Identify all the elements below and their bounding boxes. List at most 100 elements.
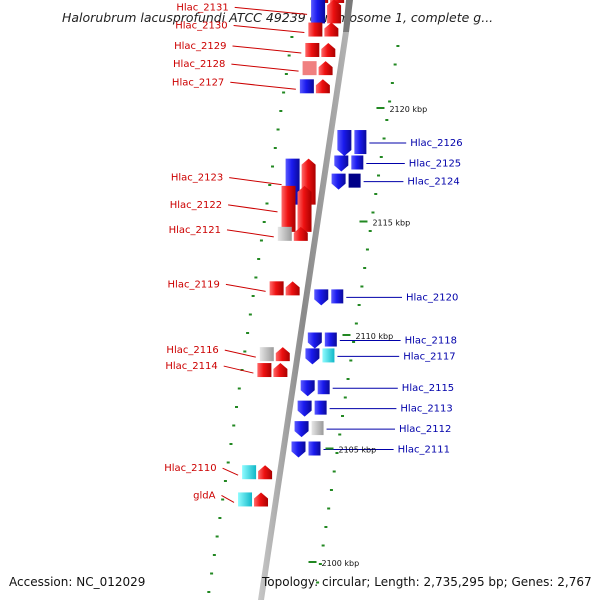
kbp-label: 2105 kbp	[339, 446, 377, 455]
gene-feature[interactable]	[311, 0, 326, 24]
gene-arrow[interactable]	[314, 289, 329, 306]
scale-tick-dot	[393, 63, 397, 66]
gene-label-reverse[interactable]: Hlac_2121	[169, 225, 221, 236]
gene-label-forward[interactable]: Hlac_2125	[409, 158, 461, 169]
gene-label-reverse[interactable]: Hlac_2122	[170, 200, 222, 211]
gene-feature[interactable]	[242, 465, 257, 480]
scale-tick-dot	[396, 45, 400, 47]
scale-tick-dot	[371, 211, 375, 214]
gene-features	[238, 0, 367, 507]
gene-label-forward[interactable]: Hlac_2115	[402, 383, 454, 394]
gene-arrow[interactable]	[275, 347, 290, 362]
scale-tick-dot	[349, 359, 353, 362]
gene-feature[interactable]	[351, 155, 364, 170]
gene-feature[interactable]	[308, 22, 323, 37]
forward-gene-labels: Hlac_2142Hlac_2140Hlac_2139Hlac_2138Hlac…	[398, 138, 463, 456]
gene-arrow[interactable]	[294, 421, 309, 438]
callout-line	[229, 177, 282, 186]
gene-arrow[interactable]	[331, 173, 346, 190]
gene-arrow[interactable]	[297, 185, 312, 232]
gene-arrow[interactable]	[305, 348, 320, 365]
gene-label-forward[interactable]: Hlac_2118	[405, 336, 457, 347]
gene-label-reverse[interactable]: Hlac_2127	[172, 77, 224, 88]
callout-line	[224, 349, 256, 358]
gene-label-reverse[interactable]: Hlac_2119	[168, 279, 220, 290]
gene-label-reverse[interactable]: gldA	[193, 490, 215, 501]
gene-arrow[interactable]	[318, 61, 333, 76]
gene-arrow[interactable]	[324, 22, 339, 37]
gene-feature[interactable]	[302, 61, 317, 76]
callout-line	[232, 45, 302, 54]
kbp-tick	[376, 107, 385, 109]
gene-feature[interactable]	[348, 173, 361, 188]
kbp-label: 2100 kbp	[322, 559, 360, 568]
scale-tick-dot	[273, 147, 277, 149]
scale-tick-dot	[329, 489, 333, 491]
scale-tick-dot	[229, 443, 233, 445]
gene-label-forward[interactable]: Hlac_2112	[399, 424, 451, 435]
kbp-tick	[342, 334, 351, 336]
scale-tick-dot	[321, 544, 325, 547]
gene-feature[interactable]	[317, 380, 330, 395]
gene-arrow[interactable]	[297, 400, 312, 417]
gene-label-forward[interactable]: Hlac_2120	[406, 292, 458, 303]
scale-tick-dot	[259, 239, 263, 242]
gene-arrow[interactable]	[321, 42, 336, 57]
gene-label-reverse[interactable]: Hlac_2130	[175, 21, 227, 32]
gene-feature[interactable]	[257, 363, 272, 378]
scale-tick-dot	[360, 285, 364, 288]
gene-feature[interactable]	[322, 348, 335, 363]
gene-feature[interactable]	[324, 332, 337, 347]
kbp-label: 2125 kbp	[406, 0, 444, 1]
gene-feature[interactable]	[354, 130, 367, 155]
gene-feature[interactable]	[311, 421, 324, 436]
gene-feature[interactable]	[259, 347, 274, 362]
scale-tick-dot	[235, 406, 239, 408]
gene-label-reverse[interactable]: Hlac_2123	[171, 173, 223, 184]
gene-feature[interactable]	[305, 42, 320, 57]
gene-arrow[interactable]	[285, 281, 300, 296]
gene-arrow[interactable]	[334, 155, 349, 172]
gene-arrow[interactable]	[293, 226, 308, 241]
gene-label-forward[interactable]: Hlac_2124	[407, 177, 459, 188]
gene-label-reverse[interactable]: Hlac_2131	[176, 2, 228, 13]
gene-label-forward[interactable]: Hlac_2111	[398, 445, 450, 456]
scale-tick-dot	[210, 572, 214, 575]
gene-label-reverse[interactable]: Hlac_2116	[166, 345, 218, 356]
gene-feature[interactable]	[331, 289, 344, 304]
kbp-label: 2110 kbp	[355, 332, 393, 341]
gene-label-forward[interactable]: Hlac_2117	[403, 351, 455, 362]
gene-label-reverse[interactable]: Hlac_2114	[165, 361, 217, 372]
gene-feature[interactable]	[299, 79, 314, 94]
gene-arrow[interactable]	[258, 465, 273, 480]
gene-label-reverse[interactable]: Hlac_2128	[173, 59, 225, 70]
gene-arrow[interactable]	[254, 492, 269, 507]
gene-label-forward[interactable]: Hlac_2126	[410, 138, 462, 149]
callout-line	[222, 467, 239, 476]
gene-arrow[interactable]	[337, 130, 352, 157]
gene-feature[interactable]	[277, 226, 292, 241]
gene-feature[interactable]	[314, 400, 327, 415]
gene-label-reverse[interactable]: Hlac_2129	[174, 41, 226, 52]
gene-arrow[interactable]	[315, 79, 330, 94]
scale-tick-dot	[338, 433, 342, 436]
gene-arrow[interactable]	[307, 332, 322, 349]
gene-feature[interactable]	[281, 185, 296, 232]
gene-feature[interactable]	[308, 441, 321, 456]
gene-label-reverse[interactable]: Hlac_2110	[164, 463, 216, 474]
gene-arrow[interactable]	[273, 363, 288, 378]
gene-arrow[interactable]	[291, 441, 306, 458]
gene-arrow[interactable]	[300, 380, 315, 397]
gene-feature[interactable]	[238, 492, 253, 507]
gene-arrow[interactable]	[327, 0, 342, 24]
reverse-gene-labels: Hlac_2137Hlac_2135hemAHlac_2131Hlac_2130…	[164, 2, 228, 501]
gene-label-forward[interactable]: Hlac_2113	[400, 404, 452, 415]
scale-tick-dot	[226, 461, 230, 464]
callout-line	[228, 204, 278, 213]
scale-tick-dot	[207, 591, 211, 593]
gene-feature[interactable]	[269, 281, 284, 296]
scale-tick-dot	[365, 248, 369, 251]
callout-line	[225, 283, 266, 292]
scale-tick-dot	[346, 378, 350, 380]
